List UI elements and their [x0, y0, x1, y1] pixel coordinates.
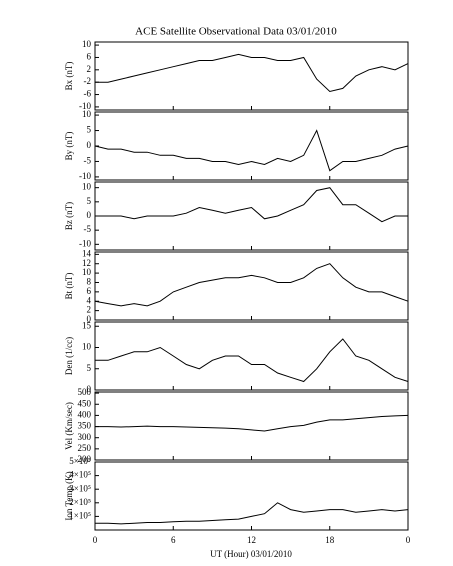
y-tick-label: 5: [87, 363, 92, 373]
data-line: [94, 263, 409, 307]
y-tick-label: 12: [82, 258, 91, 268]
y-tick-label: 2: [87, 64, 92, 74]
y-tick-label: 200: [78, 454, 92, 464]
x-tick-label: 0: [93, 535, 98, 545]
y-axis-title: Ion Temp (K): [64, 471, 74, 520]
y-tick-label: 4×10⁵: [69, 470, 91, 480]
data-line: [95, 53, 409, 93]
y-tick-label: 5: [87, 125, 92, 135]
panel-frame: [94, 251, 409, 321]
y-tick-label: 3×10⁵: [69, 483, 91, 493]
y-tick-label: 500: [78, 387, 92, 397]
panel-frame: [94, 181, 409, 251]
y-tick-label: 5: [87, 196, 92, 206]
y-tick-label: -5: [84, 156, 92, 166]
y-axis-title: Bx (nT): [64, 62, 74, 91]
y-tick-label: 0: [87, 210, 92, 220]
panel-frame: [94, 111, 409, 181]
panel-frame: [94, 321, 409, 391]
y-axis-title: Bt (nT): [64, 273, 74, 300]
y-tick-label: -2: [84, 76, 92, 86]
y-tick-label: -10: [79, 101, 91, 111]
data-line: [95, 338, 409, 383]
y-tick-label: 400: [78, 409, 92, 419]
y-tick-label: 6: [87, 52, 92, 62]
chart-title: ACE Satellite Observational Data 03/01/2…: [135, 26, 337, 38]
y-axis-title: By (nT): [64, 132, 74, 161]
x-axis-title: UT (Hour) 03/01/2010: [210, 549, 292, 559]
data-line: [94, 129, 409, 172]
y-axis-title: Vel (Km/sec): [64, 402, 74, 450]
y-tick-label: 15: [82, 320, 92, 330]
y-tick-label: 10: [82, 342, 92, 352]
y-tick-label: 10: [82, 109, 92, 119]
y-tick-label: 0: [87, 384, 92, 394]
panel-frame: [94, 41, 409, 111]
y-tick-label: 1×10⁵: [69, 510, 91, 520]
y-tick-label: 2: [87, 305, 92, 315]
y-tick-label: -6: [84, 89, 92, 99]
y-axis-title: Den (1/cc): [64, 337, 74, 375]
y-tick-label: 450: [78, 398, 92, 408]
y-tick-label: -10: [79, 171, 91, 181]
y-tick-label: 2×10⁵: [69, 497, 91, 507]
y-tick-label: 4: [87, 295, 92, 305]
x-tick-label: 0: [406, 535, 411, 545]
y-tick-label: 10: [82, 39, 92, 49]
x-tick-label: 12: [247, 535, 256, 545]
y-tick-label: 5×10⁵: [69, 456, 91, 466]
y-tick-label: 350: [78, 421, 92, 431]
y-tick-label: 300: [78, 432, 92, 442]
panel-frame: [94, 461, 409, 531]
y-tick-label: 250: [78, 443, 92, 453]
y-tick-label: -10: [79, 238, 91, 248]
data-line: [95, 187, 408, 223]
y-tick-label: 0: [87, 140, 92, 150]
y-tick-label: 10: [82, 182, 92, 192]
y-tick-label: 8: [87, 277, 92, 287]
y-axis-title: Bz (nT): [64, 202, 74, 230]
y-tick-label: 6: [87, 286, 92, 296]
data-line: [95, 502, 409, 525]
data-line: [95, 414, 409, 432]
y-tick-label: 0: [87, 314, 92, 324]
y-tick-label: 10: [82, 267, 92, 277]
x-tick-label: 6: [171, 535, 176, 545]
x-tick-label: 18: [325, 535, 335, 545]
y-tick-label: -5: [84, 224, 92, 234]
y-tick-label: 14: [82, 248, 92, 258]
